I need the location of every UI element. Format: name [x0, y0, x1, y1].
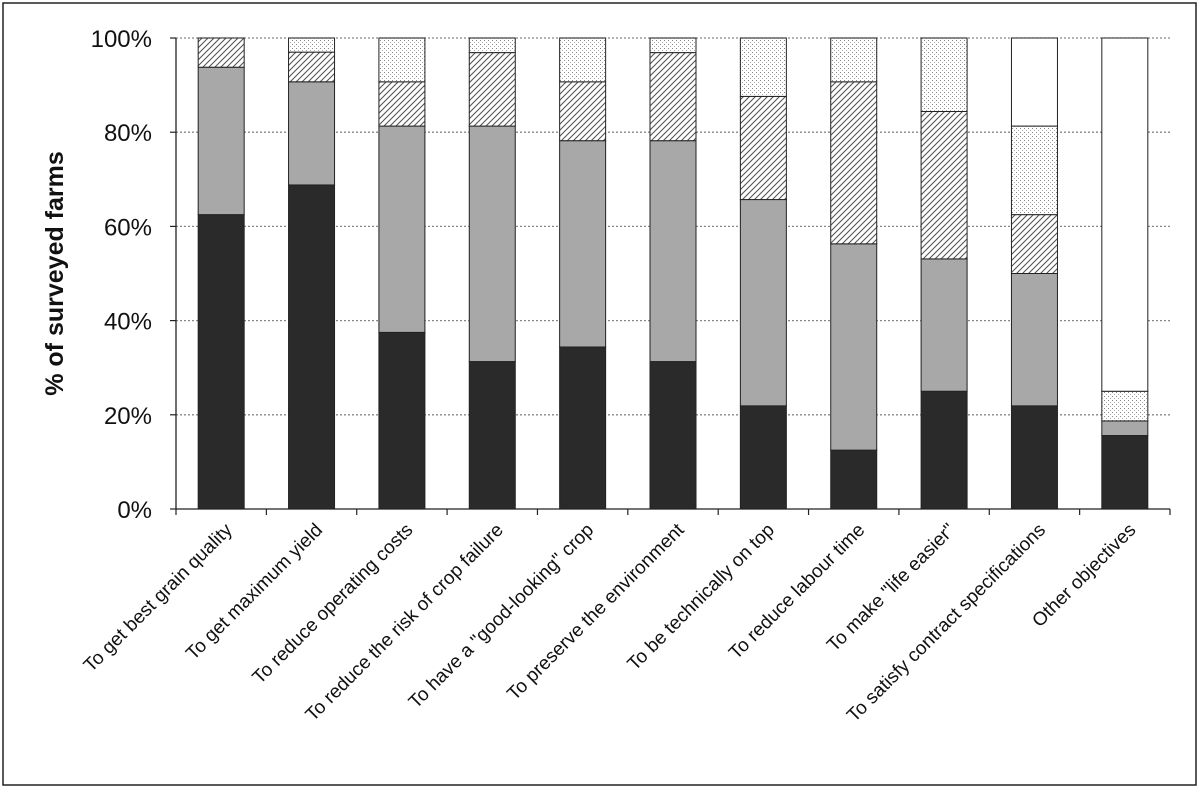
bar-segment — [920, 110, 968, 260]
bar-segment — [649, 37, 697, 54]
y-tick-label: 80% — [104, 120, 152, 147]
bar-segment — [920, 37, 968, 112]
y-tick-label: 0% — [117, 497, 152, 524]
bar-segment — [830, 81, 878, 245]
bar-segment — [1101, 435, 1149, 510]
bar-segment — [1101, 390, 1149, 422]
bar-segment — [288, 37, 336, 53]
y-tick-label: 60% — [104, 214, 152, 241]
x-category-label: To reduce operating costs — [249, 520, 418, 689]
bar-segment — [378, 125, 426, 333]
bar-segment — [1010, 273, 1058, 407]
bar-segment — [197, 214, 245, 510]
bar-segment — [559, 346, 607, 510]
bar-segment — [559, 81, 607, 142]
x-category-label: To be technically on top — [624, 520, 779, 675]
bar-segment — [468, 125, 516, 363]
bar-stack — [739, 37, 787, 510]
bar-segment — [197, 66, 245, 216]
bar-stack — [649, 37, 697, 510]
bar-segment — [288, 184, 336, 510]
x-category-label: To preserve the environment — [503, 519, 689, 705]
bar-segment — [830, 449, 878, 510]
bar-segment — [920, 390, 968, 510]
bar-segment — [1101, 420, 1149, 437]
bar-segment — [830, 243, 878, 451]
bar-segment — [378, 37, 426, 83]
x-category-label: To reduce the risk of crop failure — [302, 520, 508, 726]
bar-stack — [1101, 37, 1149, 510]
bar-segment — [288, 81, 336, 186]
bar-stack — [378, 37, 426, 510]
y-axis-title: % of surveyed farms — [41, 151, 69, 396]
bar-segment — [288, 51, 336, 83]
bar-segment — [830, 37, 878, 83]
bar-segment — [649, 140, 697, 363]
y-tick-label: 100% — [91, 26, 152, 53]
bar-segment — [197, 37, 245, 68]
bar-segment — [559, 37, 607, 83]
bar-segment — [739, 37, 787, 97]
bar-segment — [1010, 125, 1058, 216]
bar-segment — [1101, 37, 1149, 392]
bar-segment — [559, 140, 607, 348]
bar-segment — [739, 405, 787, 510]
bar-segment — [920, 258, 968, 392]
bar-segment — [468, 37, 516, 54]
bar-segment — [468, 361, 516, 510]
y-tick-label: 40% — [104, 309, 152, 336]
y-tick-label: 20% — [104, 403, 152, 430]
bar-segment — [1010, 214, 1058, 274]
bar-segment — [378, 81, 426, 127]
x-category-label: To get best grain quality — [80, 519, 237, 676]
bar-segment — [739, 95, 787, 201]
bar-stack — [1010, 37, 1058, 510]
bar-stack — [288, 37, 336, 510]
bar-stack — [559, 37, 607, 510]
bar-stack — [920, 37, 968, 510]
bar-stack — [468, 37, 516, 510]
bar-stack — [197, 37, 245, 510]
bar-stack — [830, 37, 878, 510]
bar-segment — [468, 52, 516, 127]
bar-segment — [1010, 405, 1058, 510]
x-category-label: To satisfy contract specifications — [843, 520, 1050, 727]
bar-segment — [1010, 37, 1058, 127]
bar-segment — [739, 199, 787, 407]
bar-segment — [649, 52, 697, 142]
x-category-label: To have a "good-looking" crop — [405, 520, 598, 713]
bar-segment — [378, 331, 426, 510]
bar-segment — [649, 361, 697, 510]
